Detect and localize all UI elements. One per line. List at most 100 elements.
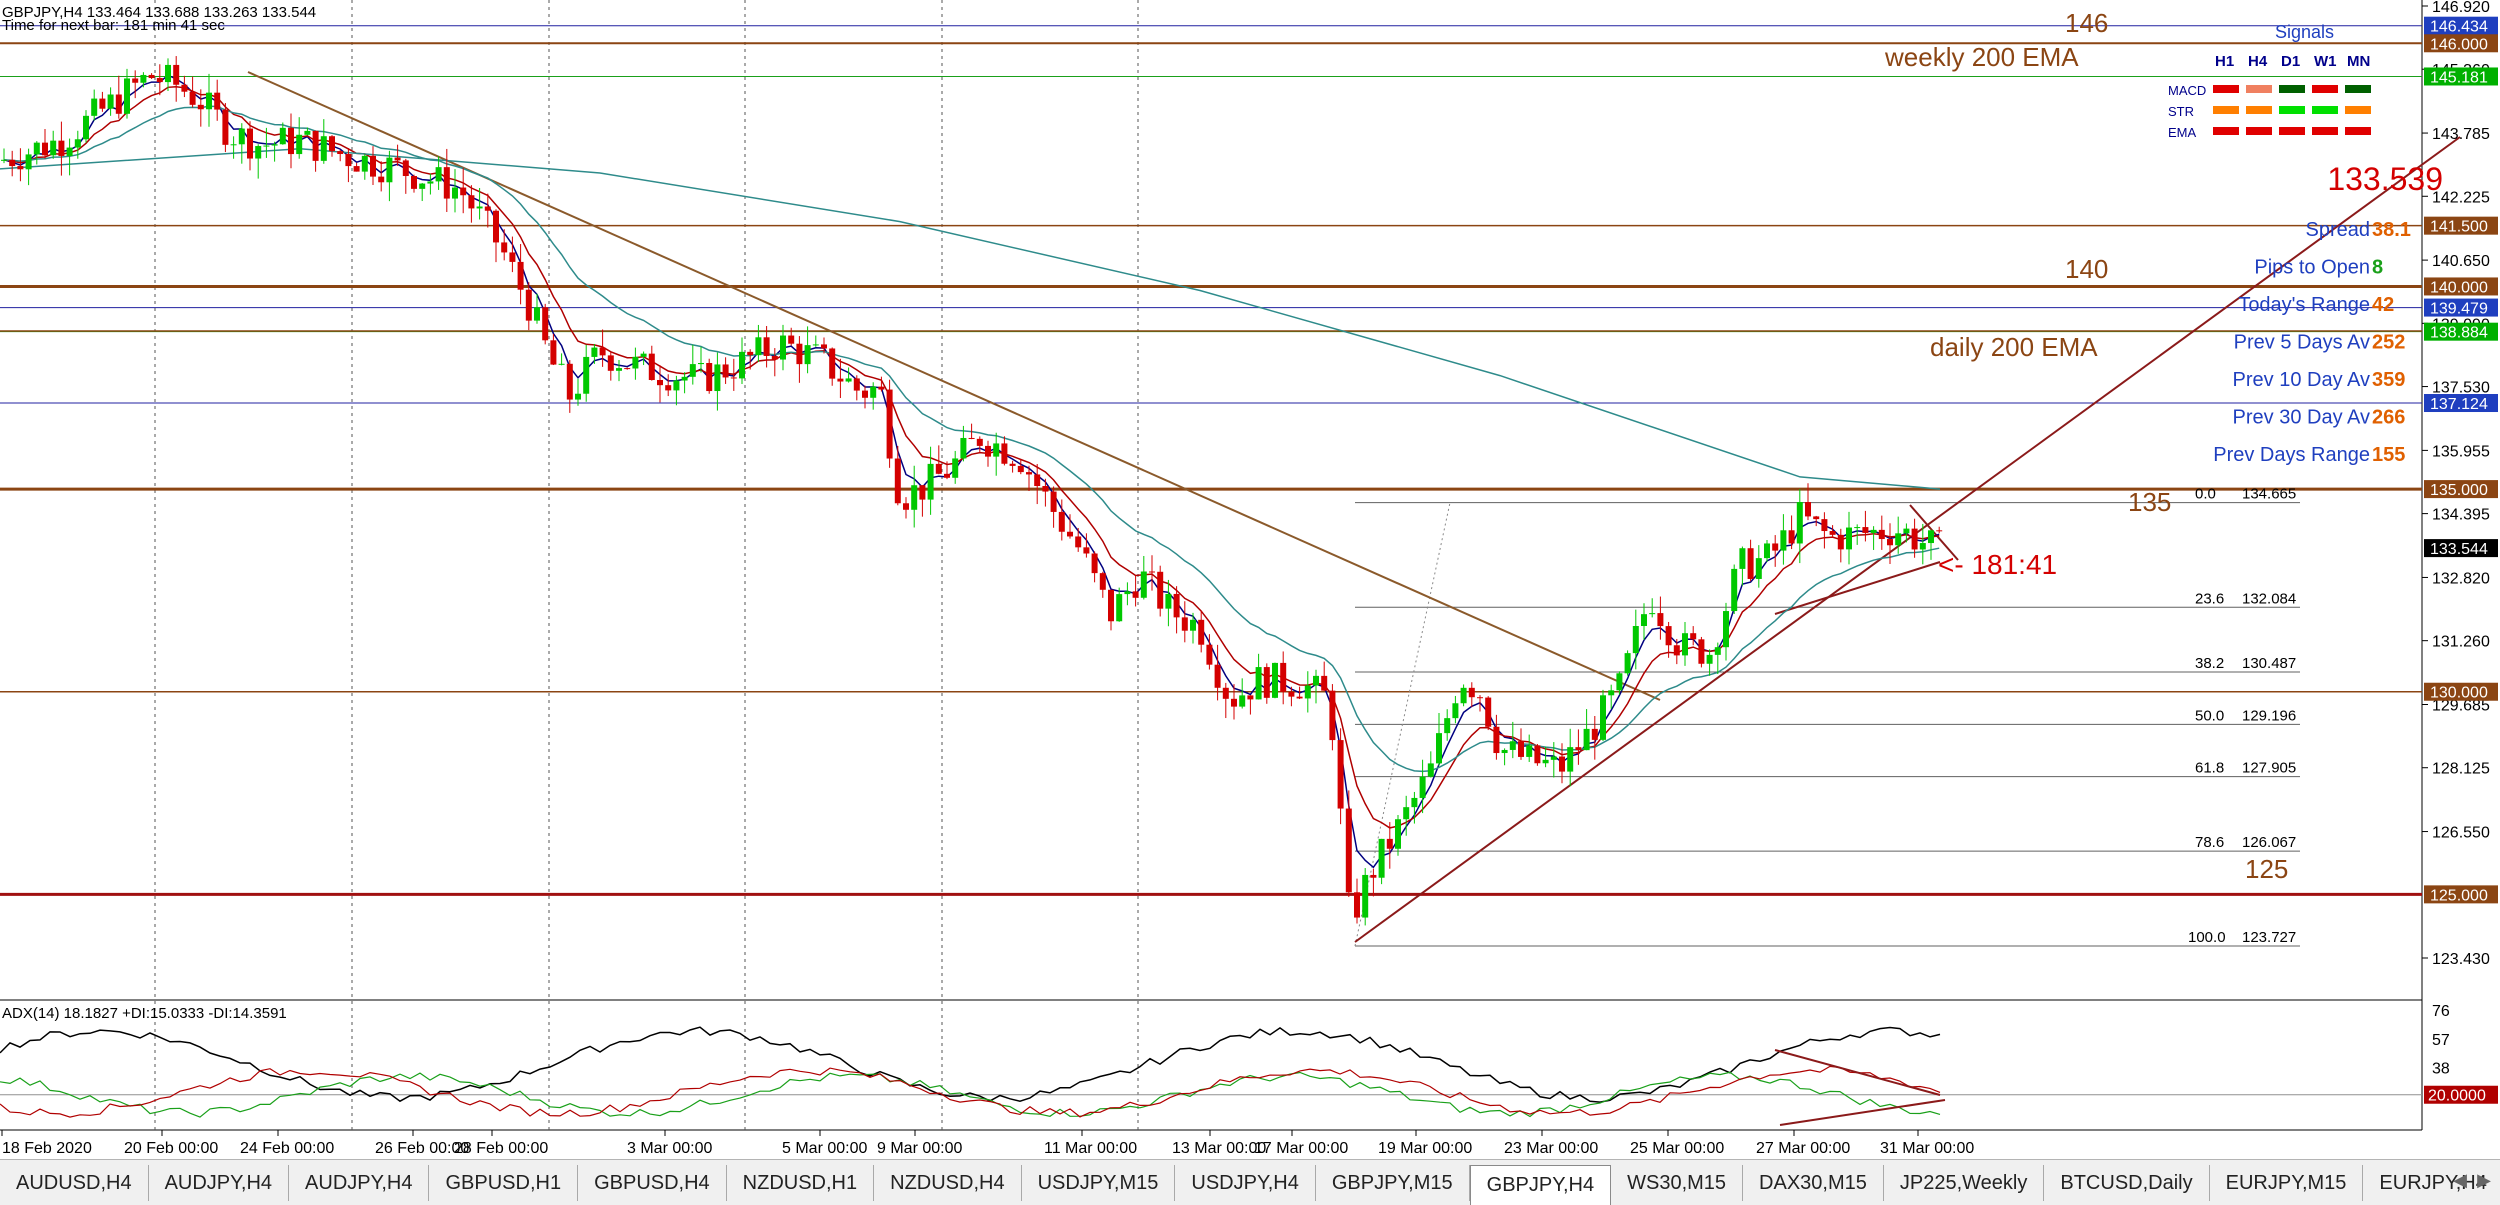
fib-price-label: 134.665 xyxy=(2242,486,2296,503)
candle-body xyxy=(189,91,196,105)
chart-tab[interactable]: AUDJPY,H4 xyxy=(289,1165,430,1201)
candle-body xyxy=(443,167,450,199)
candle-body xyxy=(25,154,32,170)
candle-body xyxy=(1108,589,1114,622)
candle-body xyxy=(624,368,631,370)
candle-body xyxy=(1099,573,1106,590)
candle-body xyxy=(1928,530,1934,544)
candle-body xyxy=(255,146,262,159)
chart-tab[interactable]: EURJPY,H4 xyxy=(2363,1165,2500,1201)
chart-tab-label: NZDUSD,H1 xyxy=(742,1171,858,1194)
candle-body xyxy=(821,344,827,349)
fib-pct-label: 100.0 xyxy=(2188,929,2226,946)
candle-body xyxy=(419,183,426,189)
info-row-label: Today's Range xyxy=(2238,294,2370,316)
candle-body xyxy=(1190,619,1196,631)
candle-body xyxy=(1616,673,1623,691)
signals-timeframe-label: W1 xyxy=(2314,53,2337,70)
signal-indicator xyxy=(2279,85,2305,93)
chart-tab[interactable]: BTCUSD,Daily xyxy=(2044,1165,2210,1201)
candle-body xyxy=(1846,527,1852,550)
chart-tab[interactable]: GBPJPY,H4 xyxy=(1469,1165,1612,1205)
signals-timeframe-label: H1 xyxy=(2215,53,2234,70)
tab-scroll-right-icon[interactable]: ▶ xyxy=(2477,1169,2491,1190)
candle-body xyxy=(558,363,565,365)
candle-body xyxy=(296,134,303,155)
candle-body xyxy=(1665,626,1672,646)
fib-price-label: 126.067 xyxy=(2242,834,2296,851)
fib-price-label: 127.905 xyxy=(2242,760,2296,777)
price-axis-tick-label: 134.395 xyxy=(2432,507,2490,524)
signal-indicator xyxy=(2312,85,2338,93)
candle-body xyxy=(1624,653,1631,674)
fib-pct-label: 38.2 xyxy=(2195,655,2224,672)
adx-level-marker-label: 20.0000 xyxy=(2428,1088,2486,1105)
candle-body xyxy=(1017,465,1024,473)
uptrend-line[interactable] xyxy=(1354,136,2461,943)
signals-title: Signals xyxy=(2275,22,2334,42)
chart-tab[interactable]: EURJPY,M15 xyxy=(2210,1165,2364,1201)
signal-indicator xyxy=(2279,127,2305,135)
candle-body xyxy=(632,356,639,369)
candle-body xyxy=(402,160,409,177)
chart-tab[interactable]: GBPUSD,H4 xyxy=(578,1165,727,1201)
chart-tab[interactable]: GBPUSD,H1 xyxy=(429,1165,579,1201)
signal-indicator xyxy=(2246,127,2272,135)
chart-tabs-bar: AUDUSD,H4 AUDJPY,H4 AUDJPY,H4 GBPUSD,H1 GBPU… xyxy=(0,1159,2500,1205)
chart-tab[interactable]: GBPJPY,M15 xyxy=(1316,1165,1470,1201)
candle-body xyxy=(361,155,368,172)
chart-tab[interactable]: DAX30,M15 xyxy=(1743,1165,1884,1201)
candle-body xyxy=(50,140,57,156)
chart-tab-label: BTCUSD,Daily xyxy=(2060,1171,2193,1194)
candle-body xyxy=(1165,593,1172,609)
candle-body xyxy=(1583,728,1590,751)
chart-tab[interactable]: NZDUSD,H4 xyxy=(874,1165,1022,1201)
candle-body xyxy=(238,128,245,145)
adx-trend-line[interactable] xyxy=(1779,1099,1946,1126)
candle-body xyxy=(1231,698,1237,707)
candle-body xyxy=(566,363,573,400)
candle-body xyxy=(1239,695,1246,707)
price-axis-marker-label: 138.884 xyxy=(2430,325,2488,342)
price-axis-marker-label: 130.000 xyxy=(2430,685,2488,702)
chart-tab[interactable]: USDJPY,H4 xyxy=(1175,1165,1316,1201)
time-axis-label: 19 Mar 00:00 xyxy=(1378,1140,1472,1157)
candle-body xyxy=(1608,690,1615,696)
candle-body xyxy=(796,343,803,365)
candle-body xyxy=(1550,756,1557,760)
chart-tab[interactable]: NZDUSD,H1 xyxy=(727,1165,875,1201)
candle-body xyxy=(1878,529,1885,540)
candle-body xyxy=(1788,530,1795,544)
candle-body xyxy=(1641,614,1647,626)
chart-tab[interactable]: AUDJPY,H4 xyxy=(149,1165,290,1201)
chart-tab[interactable]: AUDUSD,H4 xyxy=(0,1165,149,1201)
adx-trend-line[interactable] xyxy=(1774,1049,1941,1096)
candle-body xyxy=(1657,613,1664,627)
candle-body xyxy=(1567,747,1574,772)
level-135-label: 135 xyxy=(2128,487,2171,517)
candle-body xyxy=(1468,687,1475,698)
chart-tab[interactable]: WS30,M15 xyxy=(1611,1165,1744,1201)
candle-body xyxy=(173,64,180,85)
candle-body xyxy=(460,187,467,196)
candle-body xyxy=(1936,530,1943,532)
info-row-label: Prev Days Range xyxy=(2213,444,2370,466)
candle-body xyxy=(181,84,188,92)
triangle-lower-line[interactable] xyxy=(1774,561,1941,615)
time-axis-label: 3 Mar 00:00 xyxy=(627,1140,712,1157)
info-row-value: 38.1 xyxy=(2372,219,2411,241)
price-axis-tick-label: 137.530 xyxy=(2432,380,2490,397)
chart-tab[interactable]: USDJPY,M15 xyxy=(1022,1165,1176,1201)
chart-tab[interactable]: JP225,Weekly xyxy=(1884,1165,2045,1201)
di-minus-line xyxy=(0,1065,1941,1118)
chart-tab-label: GBPJPY,H4 xyxy=(1486,1174,1595,1196)
candle-body xyxy=(124,78,130,114)
tab-scroll-left-icon[interactable]: ◀ xyxy=(2453,1169,2467,1190)
candle-body xyxy=(1288,691,1295,697)
candle-body xyxy=(1731,568,1738,612)
candle-body xyxy=(74,139,81,148)
price-axis-marker xyxy=(2424,277,2498,296)
candle-body xyxy=(33,142,40,155)
candle-body xyxy=(1042,486,1049,492)
